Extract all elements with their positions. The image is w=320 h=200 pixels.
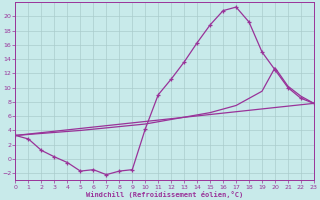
X-axis label: Windchill (Refroidissement éolien,°C): Windchill (Refroidissement éolien,°C)	[86, 191, 243, 198]
